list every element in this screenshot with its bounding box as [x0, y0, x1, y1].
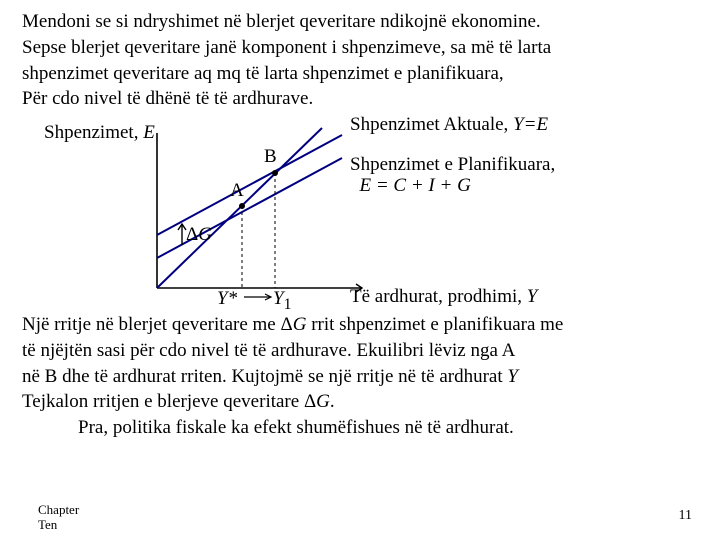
- y-axis-label: Shpenzimet, E: [44, 123, 155, 144]
- y-star-label: Y*: [217, 289, 237, 310]
- intro-line-4: Për cdo nivel të dhënë të të ardhurave.: [22, 87, 698, 111]
- conclusion-line-4: Tejkalon rritjen e blerjeve qeveritare Δ…: [22, 390, 698, 414]
- chart: Shpenzimet, E Shpenzimet Aktuale, Y=E Sh…: [22, 113, 698, 313]
- point-b-label: B: [264, 147, 277, 168]
- conclusion-line-1: Një rritje në blerjet qeveritare me ΔG r…: [22, 313, 698, 337]
- page-number: 11: [679, 508, 692, 524]
- intro-line-1: Mendoni se si ndryshimet në blerjet qeve…: [22, 10, 698, 34]
- conclusion-line-3: në B dhe të ardhurat rriten. Kujtojmë se…: [22, 365, 698, 389]
- conclusion-line-5: Pra, politika fiskale ka efekt shumëfish…: [22, 416, 698, 440]
- y1-label: Y1: [273, 289, 292, 313]
- x-axis-label: Të ardhurat, prodhimi, Y: [350, 287, 537, 308]
- intro-line-3: shpenzimet qeveritare aq mq të larta shp…: [22, 62, 698, 86]
- chapter-label: Chapter Ten: [38, 503, 79, 532]
- conclusion-line-2: të njëjtën sasi për cdo nivel të të ardh…: [22, 339, 698, 363]
- actual-line-label: Shpenzimet Aktuale, Y=E: [350, 115, 548, 136]
- planned-line-label: Shpenzimet e Planifikuara, E = C + I + G: [350, 155, 555, 197]
- delta-g-label: ΔG: [186, 225, 212, 246]
- intro-line-2: Sepse blerjet qeveritare janë komponent …: [22, 36, 698, 60]
- point-a-label: A: [230, 181, 244, 202]
